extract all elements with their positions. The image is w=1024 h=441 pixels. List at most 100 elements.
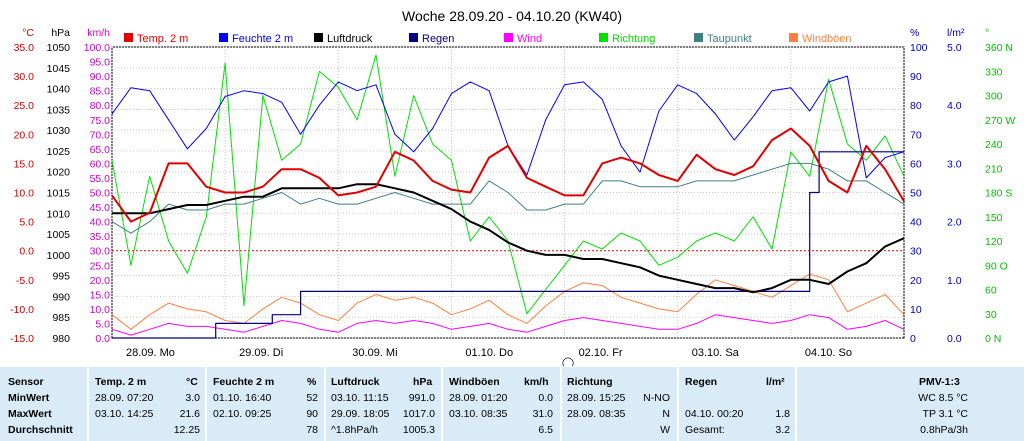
- wind-axis-tick: 30.0: [90, 246, 111, 258]
- stats-header-press-unit: hPa: [413, 376, 433, 388]
- humidity-axis-unit: %: [910, 27, 919, 39]
- pressure-axis-tick: 1005: [47, 229, 71, 241]
- press-avg-value: 1005.3: [402, 424, 435, 436]
- direction-axis-tick: 360 N: [985, 42, 1013, 54]
- rain-max-value: 1.8: [775, 408, 790, 420]
- x-tick-label: 28.09. Mo: [126, 347, 175, 359]
- humidity-axis-tick: 50: [910, 188, 922, 200]
- rain-total-label: Gesamt:: [685, 424, 725, 436]
- gust-max-time: 03.10. 08:35: [449, 408, 508, 420]
- rain-axis-tick: 0.0: [947, 333, 962, 345]
- wind-axis-tick: 10.0: [90, 304, 111, 316]
- series-line-richtung: [111, 54, 905, 315]
- press-max-time: 29.09. 18:05: [331, 408, 390, 420]
- temp-axis-tick: -10.0: [10, 304, 34, 316]
- pressure-axis-tick: 1010: [47, 208, 71, 220]
- legend-swatch: [314, 33, 323, 42]
- pressure-axis-tick: 1000: [47, 250, 71, 262]
- direction-axis-tick: 150: [985, 212, 1003, 224]
- humidity-axis-tick: 60: [910, 158, 922, 170]
- temp-axis-tick: 20.0: [14, 129, 35, 141]
- pressure-axis-tick: 1020: [47, 167, 71, 179]
- rain-axis-tick: 2.0: [947, 217, 962, 229]
- stats-header-rain-unit: l/m²: [766, 376, 785, 388]
- legend: Temp. 2 m Feuchte 2 m Luftdruck Regen Wind Ri…: [124, 33, 852, 45]
- stats-header-dir: Richtung: [567, 376, 613, 388]
- wind-axis-tick: 80.0: [90, 100, 111, 112]
- hum-max-time: 02.10. 09:25: [213, 408, 272, 420]
- temp-axis-tick: -5.0: [16, 275, 34, 287]
- hum-max-value: 90: [306, 408, 318, 420]
- wind-axis-tick: 65.0: [90, 144, 111, 156]
- humidity-axis-tick: 30: [910, 246, 922, 258]
- humidity-axis-tick: 70: [910, 129, 922, 141]
- press-max-value: 1017.0: [402, 408, 435, 420]
- weather-chart: Woche 28.09.20 - 04.10.20 (KW40) 35.0 30.…: [0, 0, 1024, 366]
- pressure-axis-tick: 995: [52, 271, 70, 283]
- x-tick-label: 29.09. Di: [239, 347, 283, 359]
- dir-min-time: 28.09. 15:25: [567, 392, 626, 404]
- direction-axis-tick: 30: [985, 309, 997, 321]
- direction-axis-tick: 90 O: [985, 260, 1008, 272]
- dir-max-value: N: [662, 408, 670, 420]
- wind-axis-tick: 95.0: [90, 57, 111, 69]
- axes-layer: 35.0 30.0 25.0 20.0 15.0 10.0 5.0 0.0 -5.0 -10.0 -…: [10, 27, 1015, 359]
- humidity-axis-tick: 100: [910, 42, 928, 54]
- stats-header-hum-unit: %: [307, 376, 317, 388]
- temp-max-value: 21.6: [179, 408, 200, 420]
- stats-label-avg: Durchschnitt: [8, 424, 73, 436]
- pressure-axis-tick: 985: [52, 312, 70, 324]
- rain-max-time: 04.10. 00:20: [685, 408, 744, 420]
- wind-axis-tick: 5.0: [95, 318, 110, 330]
- pressure-axis-tick: 1050: [47, 42, 71, 54]
- temp-axis-unit: °C: [22, 27, 34, 39]
- legend-swatch: [504, 33, 513, 42]
- hum-min-time: 01.10. 16:40: [213, 392, 272, 404]
- chart-title: Woche 28.09.20 - 04.10.20 (KW40): [402, 8, 622, 24]
- legend-swatch: [694, 33, 703, 42]
- direction-axis-tick: 300: [985, 91, 1003, 103]
- wind-axis-unit: km/h: [87, 27, 110, 39]
- stats-header-rain: Regen: [685, 376, 718, 388]
- temp-axis-tick: -15.0: [10, 333, 34, 345]
- temp-axis-tick: 25.0: [14, 100, 35, 112]
- dir-min-value: N-NO: [643, 392, 670, 404]
- direction-axis-tick: 270 W: [985, 115, 1015, 127]
- direction-axis-unit: °: [985, 27, 989, 39]
- legend-label: Luftdruck: [327, 33, 373, 45]
- rain-total-value: 3.2: [775, 424, 790, 436]
- legend-label: Richtung: [612, 33, 655, 45]
- stats-header-temp: Temp. 2 m: [95, 376, 147, 388]
- legend-label: Wind: [517, 33, 542, 45]
- wind-axis-tick: 75.0: [90, 115, 111, 127]
- chart-background: [0, 0, 1024, 366]
- pressure-axis-tick: 1015: [47, 188, 71, 200]
- dir-max-time: 28.09. 08:35: [567, 408, 626, 420]
- wind-axis-tick: 40.0: [90, 217, 111, 229]
- dir-avg-value: W: [660, 424, 670, 436]
- legend-label: Regen: [422, 33, 454, 45]
- humidity-axis-tick: 90: [910, 71, 922, 83]
- gust-min-time: 28.09. 01:20: [449, 392, 508, 404]
- x-tick-label: 30.09. Mi: [352, 347, 397, 359]
- gust-avg-value: 6.5: [538, 424, 553, 436]
- temp-axis-tick: 0.0: [19, 246, 34, 258]
- legend-swatch: [599, 33, 608, 42]
- series-line-taupunkt: [111, 162, 905, 234]
- wind-axis-tick: 15.0: [90, 289, 111, 301]
- pressure-axis-tick: 1040: [47, 84, 71, 96]
- temp-min-value: 3.0: [185, 392, 200, 404]
- wind-axis-tick: 45.0: [90, 202, 111, 214]
- legend-label: Windböen: [802, 33, 852, 45]
- series-line-wind: [111, 314, 905, 336]
- x-tick-label: 04.10. So: [805, 347, 852, 359]
- wind-axis-tick: 25.0: [90, 260, 111, 272]
- series-line-luftdruck: [112, 183, 905, 294]
- wind-axis-tick: 60.0: [90, 158, 111, 170]
- series-layer: [111, 54, 905, 339]
- temp-axis-tick: 5.0: [19, 217, 34, 229]
- direction-axis-tick: 210: [985, 163, 1003, 175]
- stats-header-sensor: Sensor: [8, 376, 44, 388]
- wind-axis-tick: 50.0: [90, 188, 111, 200]
- temp-axis-tick: 15.0: [14, 158, 35, 170]
